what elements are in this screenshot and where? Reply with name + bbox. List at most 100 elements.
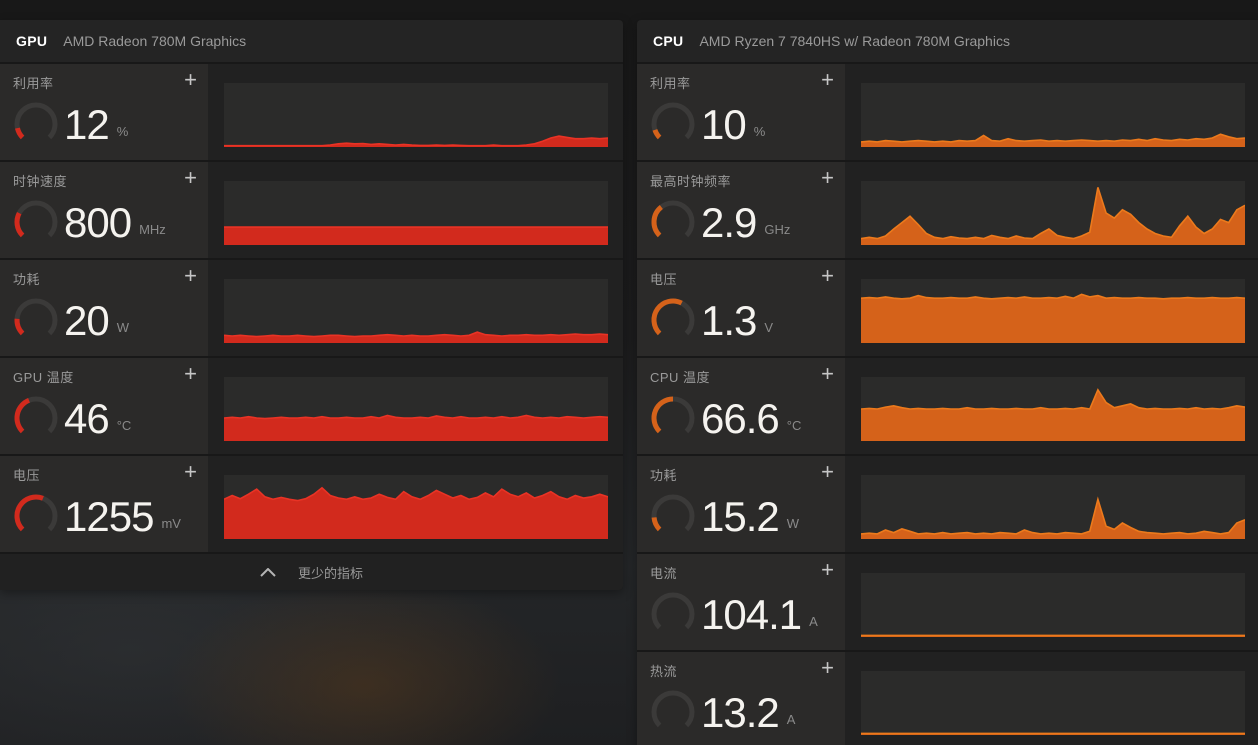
metric-sparkline	[861, 83, 1245, 147]
metric-reading: 2.9 GHz	[701, 194, 843, 252]
metric-label: 电流	[650, 566, 678, 581]
gauge-dial-icon	[14, 102, 58, 140]
gauge-dial-icon	[651, 690, 695, 728]
metric-unit: mV	[161, 515, 181, 531]
gpu-device-name: AMD Radeon 780M Graphics	[63, 33, 247, 49]
add-metric-button[interactable]: +	[176, 163, 205, 193]
metric-unit: °C	[116, 417, 132, 433]
metric-label: 功耗	[13, 272, 41, 287]
metric-sparkline	[224, 279, 608, 343]
cpu-panel-title: CPU	[653, 33, 684, 49]
metric-reading: 12 %	[64, 96, 206, 154]
metric-unit: %	[116, 123, 129, 139]
metric-value: 800	[64, 199, 132, 246]
metric-row-gpu-0: 利用率 + 12 %	[0, 64, 623, 160]
sparkline-chart	[861, 634, 1245, 637]
cpu-panel: CPU AMD Ryzen 7 7840HS w/ Radeon 780M Gr…	[637, 20, 1258, 745]
add-metric-button[interactable]: +	[813, 65, 842, 95]
metric-unit: MHz	[139, 221, 166, 237]
gauge-dial-icon	[14, 494, 58, 532]
collapse-metrics-button[interactable]: 更少的指标	[0, 554, 623, 590]
metric-tile: 电压 + 1.3 V	[637, 260, 845, 356]
metric-tile: 最高时钟频率 + 2.9 GHz	[637, 162, 845, 258]
metric-unit: A	[809, 613, 818, 629]
metric-reading: 1.3 V	[701, 292, 843, 350]
add-metric-button[interactable]: +	[813, 359, 842, 389]
add-metric-button[interactable]: +	[176, 65, 205, 95]
metric-reading: 13.2 A	[701, 684, 843, 742]
sparkline-chart	[861, 496, 1245, 539]
metric-row-cpu-1: 最高时钟频率 + 2.9 GHz	[637, 162, 1258, 258]
gauge-dial-icon	[14, 298, 58, 336]
metric-label: CPU 温度	[650, 370, 711, 385]
metric-label: 利用率	[650, 76, 691, 91]
metric-value: 46	[64, 395, 110, 442]
metric-unit: W	[116, 319, 129, 335]
metric-unit: V	[764, 319, 774, 335]
metric-label: 热流	[650, 664, 678, 679]
metric-tile: 利用率 + 12 %	[0, 64, 208, 160]
metric-sparkline	[224, 377, 608, 441]
cpu-metric-rows: 利用率 + 10 % 最高时钟频率 + 2.9 GHz 电压 +	[637, 64, 1258, 745]
metric-tile: 功耗 + 15.2 W	[637, 456, 845, 552]
metric-reading: 10 %	[701, 96, 843, 154]
metric-value: 13.2	[701, 689, 780, 736]
metric-tile: 热流 + 13.2 A	[637, 652, 845, 745]
metric-unit: %	[753, 123, 766, 139]
add-metric-button[interactable]: +	[176, 457, 205, 487]
metric-row-cpu-5: 电流 + 104.1 A	[637, 554, 1258, 650]
gauge-dial-icon	[651, 200, 695, 238]
sparkline-chart	[224, 226, 608, 245]
metric-value: 2.9	[701, 199, 757, 246]
metric-unit: W	[786, 515, 800, 531]
metric-value: 66.6	[701, 395, 780, 442]
add-metric-button[interactable]: +	[813, 457, 842, 487]
metric-row-cpu-4: 功耗 + 15.2 W	[637, 456, 1258, 552]
metric-label: 最高时钟频率	[650, 174, 732, 189]
add-metric-button[interactable]: +	[176, 359, 205, 389]
metric-unit: °C	[786, 417, 802, 433]
metric-value: 104.1	[701, 591, 802, 638]
sparkline-chart	[861, 187, 1245, 245]
gpu-panel-title: GPU	[16, 33, 48, 49]
gpu-panel-header: GPU AMD Radeon 780M Graphics	[0, 20, 623, 62]
metric-reading: 20 W	[64, 292, 206, 350]
metric-sparkline	[861, 573, 1245, 637]
metric-unit: A	[786, 711, 796, 727]
gauge-dial-icon	[651, 494, 695, 532]
add-metric-button[interactable]: +	[176, 261, 205, 291]
metric-tile: GPU 温度 + 46 °C	[0, 358, 208, 454]
collapse-metrics-label: 更少的指标	[297, 565, 363, 581]
add-metric-button[interactable]: +	[813, 261, 842, 291]
metric-row-cpu-0: 利用率 + 10 %	[637, 64, 1258, 160]
metric-label: 电压	[13, 468, 41, 483]
metric-label: GPU 温度	[13, 370, 74, 385]
sparkline-chart	[224, 486, 608, 539]
sparkline-chart	[861, 388, 1245, 441]
metric-reading: 46 °C	[64, 390, 206, 448]
gauge-dial-icon	[651, 102, 695, 140]
metric-reading: 104.1 A	[701, 586, 843, 644]
add-metric-button[interactable]: +	[813, 653, 842, 683]
metric-label: 时钟速度	[13, 174, 68, 189]
metric-reading: 1255 mV	[64, 488, 206, 546]
cpu-device-name: AMD Ryzen 7 7840HS w/ Radeon 780M Graphi…	[699, 33, 1010, 49]
metric-unit: GHz	[764, 221, 791, 237]
gauge-dial-icon	[651, 592, 695, 630]
sparkline-chart	[224, 135, 608, 147]
metric-sparkline	[861, 181, 1245, 245]
metric-sparkline	[861, 377, 1245, 441]
add-metric-button[interactable]: +	[813, 555, 842, 585]
add-metric-button[interactable]: +	[813, 163, 842, 193]
metric-tile: CPU 温度 + 66.6 °C	[637, 358, 845, 454]
metric-label: 利用率	[13, 76, 54, 91]
metric-label: 电压	[650, 272, 678, 287]
metric-reading: 15.2 W	[701, 488, 843, 546]
metric-row-cpu-3: CPU 温度 + 66.6 °C	[637, 358, 1258, 454]
metric-value: 20	[64, 297, 110, 344]
metric-sparkline	[224, 475, 608, 539]
metric-sparkline	[861, 671, 1245, 735]
metric-tile: 时钟速度 + 800 MHz	[0, 162, 208, 258]
metric-tile: 功耗 + 20 W	[0, 260, 208, 356]
metric-sparkline	[861, 279, 1245, 343]
